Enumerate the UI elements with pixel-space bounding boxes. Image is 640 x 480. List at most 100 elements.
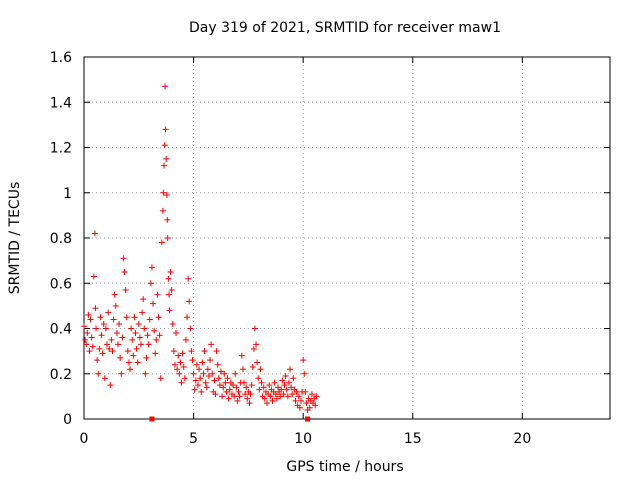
data-point — [163, 155, 170, 162]
data-point — [176, 370, 183, 377]
data-point — [124, 348, 131, 355]
data-point — [159, 207, 166, 214]
data-point — [185, 275, 192, 282]
data-point — [260, 384, 267, 391]
data-point — [234, 397, 241, 404]
data-point — [125, 359, 132, 366]
data-point — [82, 336, 89, 343]
data-point — [122, 287, 129, 294]
data-point — [306, 404, 313, 411]
data-point — [288, 384, 295, 391]
data-point — [296, 404, 303, 411]
data-point — [188, 348, 195, 355]
axis-marker — [149, 416, 155, 422]
data-point — [273, 395, 280, 402]
data-point — [191, 386, 198, 393]
data-point — [95, 370, 102, 377]
data-point — [158, 239, 165, 246]
data-point — [131, 314, 138, 321]
data-point — [144, 332, 151, 339]
data-point — [174, 366, 181, 373]
data-point — [246, 400, 253, 407]
data-point — [171, 361, 178, 368]
data-point — [231, 393, 238, 400]
data-point — [85, 311, 92, 318]
data-point — [182, 336, 189, 343]
data-point — [120, 255, 127, 262]
x-tick-label: 5 — [189, 431, 198, 447]
data-point — [285, 379, 292, 386]
data-point — [216, 382, 223, 389]
data-point — [215, 375, 222, 382]
data-point — [97, 314, 104, 321]
data-point — [112, 302, 119, 309]
data-point — [154, 291, 161, 298]
data-point — [209, 370, 216, 377]
data-point — [89, 343, 96, 350]
data-point — [165, 275, 172, 282]
data-point — [108, 336, 115, 343]
data-point — [148, 264, 155, 271]
data-point — [104, 341, 111, 348]
data-point — [121, 268, 128, 275]
data-point — [146, 316, 153, 323]
data-point — [179, 350, 186, 357]
tick-layer: 0 5 10 15 20 0 0.2 0.4 0.6 0.8 1 1.2 1.4 1.6 — [50, 50, 610, 447]
data-point — [151, 327, 158, 334]
y-tick-label: 0.8 — [50, 231, 72, 247]
data-point — [162, 126, 169, 133]
data-point — [114, 341, 121, 348]
data-point — [205, 373, 212, 380]
data-point — [280, 391, 287, 398]
data-point — [308, 391, 315, 398]
data-point — [192, 377, 199, 384]
data-point — [290, 375, 297, 382]
chart-title: Day 319 of 2021, SRMTID for receiver maw… — [189, 20, 501, 36]
data-point — [134, 359, 141, 366]
data-point — [278, 386, 285, 393]
data-point — [113, 330, 120, 337]
axis-marker — [305, 416, 311, 422]
data-point — [175, 352, 182, 359]
data-point — [150, 300, 157, 307]
data-point — [225, 395, 232, 402]
data-point — [178, 379, 185, 386]
data-point — [181, 375, 188, 382]
data-point — [106, 345, 113, 352]
data-point — [279, 377, 286, 384]
data-point — [223, 388, 230, 395]
data-point — [193, 361, 200, 368]
data-point — [269, 397, 276, 404]
data-point — [96, 345, 103, 352]
data-point — [200, 370, 207, 377]
data-point — [189, 357, 196, 364]
data-point — [213, 348, 220, 355]
data-point — [141, 325, 148, 332]
data-point — [136, 334, 143, 341]
data-point — [251, 325, 258, 332]
data-point — [111, 291, 118, 298]
y-tick-label: 1 — [63, 186, 72, 202]
y-tick-label: 0 — [63, 412, 72, 428]
data-point — [130, 352, 137, 359]
data-point — [295, 393, 302, 400]
data-point — [162, 83, 169, 90]
data-point — [297, 397, 304, 404]
data-point — [170, 348, 177, 355]
data-point — [143, 354, 150, 361]
data-point — [142, 370, 149, 377]
data-point — [123, 314, 130, 321]
data-point — [257, 366, 264, 373]
data-point — [99, 350, 106, 357]
data-point — [127, 366, 134, 373]
data-point — [102, 325, 109, 332]
data-point — [281, 382, 288, 389]
data-point — [289, 391, 296, 398]
data-point — [214, 361, 221, 368]
data-point — [92, 305, 99, 312]
y-tick-label: 0.2 — [50, 367, 72, 383]
data-point — [235, 388, 242, 395]
data-point — [157, 375, 164, 382]
